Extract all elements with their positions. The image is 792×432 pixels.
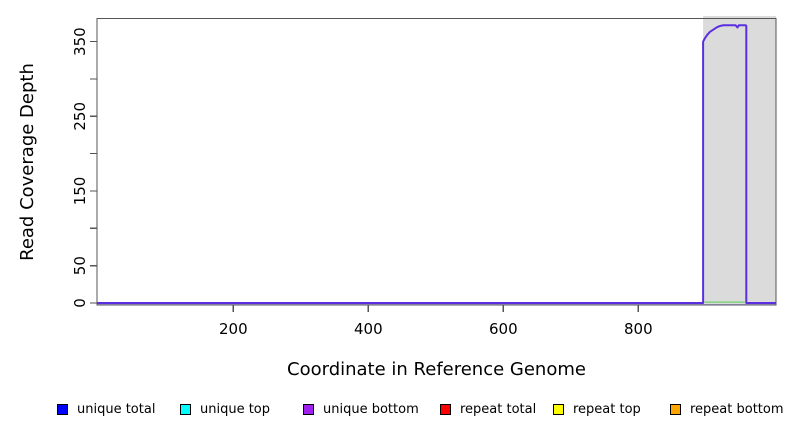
legend-label: repeat bottom	[690, 401, 784, 417]
legend-item-unique-total: unique total	[57, 401, 156, 417]
y-tick-label: 250	[71, 102, 89, 131]
coverage-curve	[97, 24, 776, 304]
legend-item-repeat-top: repeat top	[553, 401, 641, 417]
unique-top-swatch-icon	[180, 403, 191, 415]
y-tick-label: 350	[71, 27, 89, 56]
repeat-top-swatch-icon	[553, 403, 564, 415]
legend-label: unique top	[200, 401, 271, 417]
x-tick-label: 400	[354, 320, 383, 338]
legend-item-repeat-total: repeat total	[440, 401, 537, 417]
repeat-total-swatch-icon	[440, 403, 451, 415]
plot-box	[96, 17, 777, 306]
y-tick-label: 150	[71, 177, 89, 206]
legend-item-repeat-bottom: repeat bottom	[670, 401, 784, 417]
coverage-plot: 200 400 600 800 0 50 150 250 350	[71, 16, 777, 338]
legend-label: repeat total	[460, 401, 537, 417]
y-tick-label: 50	[71, 256, 89, 275]
x-tick-label: 800	[624, 320, 653, 338]
repeat-bottom-swatch-icon	[670, 403, 681, 415]
x-axis-title: Coordinate in Reference Genome	[287, 359, 586, 380]
legend-label: unique bottom	[323, 401, 419, 417]
x-tick-label: 600	[489, 320, 518, 338]
legend-item-unique-bottom: unique bottom	[303, 401, 419, 417]
highlight-region	[703, 16, 776, 305]
legend-item-unique-top: unique top	[180, 401, 271, 417]
unique-bottom-swatch-icon	[303, 403, 314, 415]
unique-total-swatch-icon	[57, 403, 68, 415]
legend-label: repeat top	[573, 401, 641, 417]
y-axis-title: Read Coverage Depth	[17, 63, 38, 261]
x-tick-label: 200	[219, 320, 248, 338]
y-tick-label: 0	[71, 298, 89, 308]
legend-label: unique total	[77, 401, 156, 417]
